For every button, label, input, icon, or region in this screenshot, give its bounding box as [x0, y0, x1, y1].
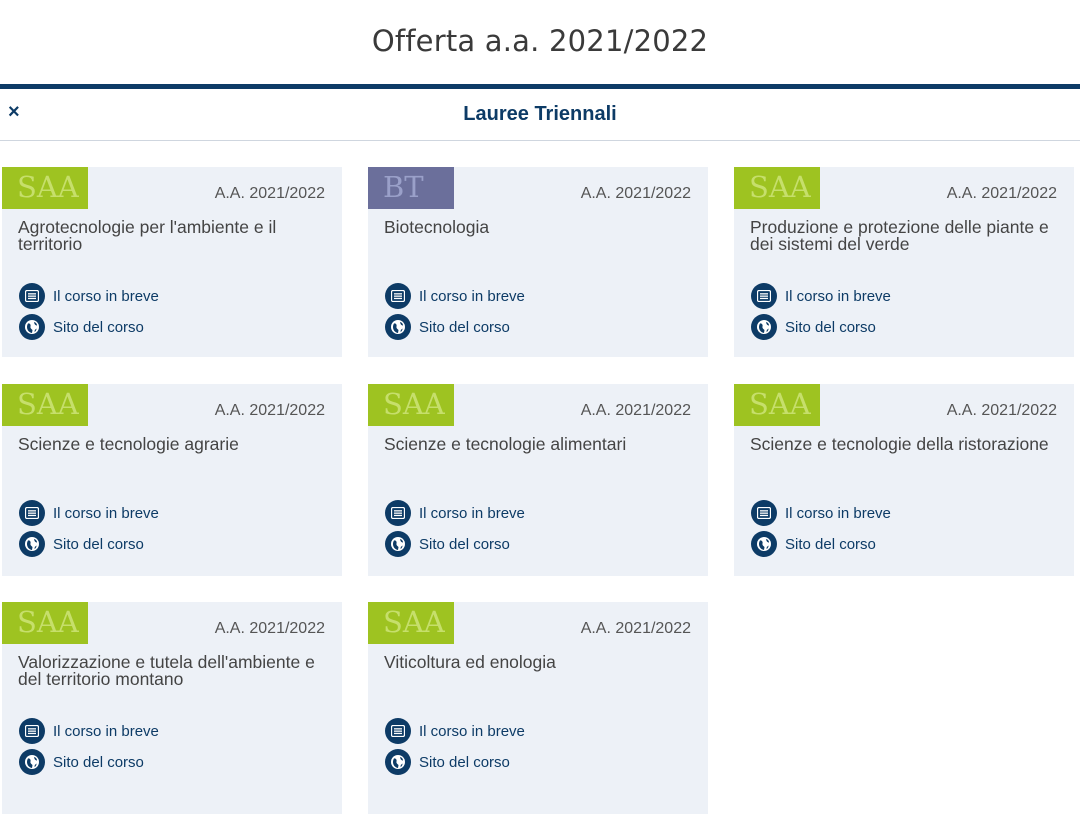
- course-card: SAA A.A. 2021/2022 Scienze e tecnologie ag…: [2, 384, 342, 576]
- department-badge: SAA: [2, 167, 88, 209]
- document-icon: [19, 718, 45, 744]
- course-brief-link[interactable]: Il corso in breve: [751, 500, 891, 526]
- document-icon: [385, 500, 411, 526]
- department-badge: SAA: [2, 384, 88, 426]
- course-site-label: Sito del corso: [53, 753, 144, 771]
- course-name: Scienze e tecnologie alimentari: [384, 434, 627, 454]
- course-brief-label: Il corso in breve: [53, 287, 159, 305]
- course-site-label: Sito del corso: [419, 318, 510, 336]
- department-badge: BT: [368, 167, 454, 209]
- course-name: Valorizzazione e tutela dell'ambiente e …: [18, 652, 315, 689]
- section-title[interactable]: Lauree Triennali: [463, 103, 617, 125]
- header-divider: [0, 84, 1080, 89]
- document-icon: [751, 500, 777, 526]
- course-name: Scienze e tecnologie della ristorazione: [750, 434, 1049, 454]
- academic-year: A.A. 2021/2022: [946, 185, 1057, 202]
- course-site-label: Sito del corso: [785, 318, 876, 336]
- course-brief-label: Il corso in breve: [785, 287, 891, 305]
- course-site-link[interactable]: Sito del corso: [751, 531, 876, 557]
- globe-icon: [385, 314, 411, 340]
- course-brief-label: Il corso in breve: [419, 504, 525, 522]
- section-header: × Lauree Triennali: [0, 89, 1080, 141]
- course-brief-label: Il corso in breve: [53, 722, 159, 740]
- document-icon: [19, 283, 45, 309]
- course-brief-link[interactable]: Il corso in breve: [751, 283, 891, 309]
- course-name: Viticoltura ed enologia: [384, 652, 556, 672]
- document-icon: [385, 718, 411, 744]
- academic-year: A.A. 2021/2022: [214, 185, 325, 202]
- course-brief-label: Il corso in breve: [419, 287, 525, 305]
- course-site-link[interactable]: Sito del corso: [19, 314, 144, 340]
- department-badge: SAA: [368, 384, 454, 426]
- course-site-label: Sito del corso: [53, 535, 144, 553]
- course-brief-label: Il corso in breve: [53, 504, 159, 522]
- course-site-link[interactable]: Sito del corso: [385, 749, 510, 775]
- course-card: SAA A.A. 2021/2022 Viticoltura ed enologia…: [368, 602, 708, 814]
- department-badge: SAA: [734, 167, 820, 209]
- document-icon: [385, 283, 411, 309]
- course-brief-label: Il corso in breve: [785, 504, 891, 522]
- globe-icon: [751, 531, 777, 557]
- course-brief-link[interactable]: Il corso in breve: [385, 718, 525, 744]
- course-site-link[interactable]: Sito del corso: [19, 531, 144, 557]
- course-card: SAA A.A. 2021/2022 Agrotecnologie per l'am…: [2, 167, 342, 357]
- globe-icon: [385, 531, 411, 557]
- academic-year: A.A. 2021/2022: [214, 620, 325, 637]
- globe-icon: [751, 314, 777, 340]
- course-site-label: Sito del corso: [419, 535, 510, 553]
- close-icon[interactable]: ×: [8, 101, 20, 123]
- globe-icon: [385, 749, 411, 775]
- course-site-link[interactable]: Sito del corso: [19, 749, 144, 775]
- academic-year: A.A. 2021/2022: [946, 402, 1057, 419]
- academic-year: A.A. 2021/2022: [580, 185, 691, 202]
- department-badge: SAA: [368, 602, 454, 644]
- academic-year: A.A. 2021/2022: [580, 620, 691, 637]
- course-name: Produzione e protezione delle piante e d…: [750, 217, 1049, 254]
- course-brief-label: Il corso in breve: [419, 722, 525, 740]
- course-card: SAA A.A. 2021/2022 Scienze e tecnologie al…: [368, 384, 708, 576]
- course-brief-link[interactable]: Il corso in breve: [19, 283, 159, 309]
- academic-year: A.A. 2021/2022: [580, 402, 691, 419]
- course-brief-link[interactable]: Il corso in breve: [385, 283, 525, 309]
- course-site-label: Sito del corso: [53, 318, 144, 336]
- course-site-label: Sito del corso: [785, 535, 876, 553]
- globe-icon: [19, 314, 45, 340]
- course-site-link[interactable]: Sito del corso: [385, 314, 510, 340]
- globe-icon: [19, 531, 45, 557]
- course-name: Agrotecnologie per l'ambiente e il terri…: [18, 217, 277, 254]
- course-brief-link[interactable]: Il corso in breve: [385, 500, 525, 526]
- page-title: Offerta a.a. 2021/2022: [371, 24, 709, 58]
- course-card: SAA A.A. 2021/2022 Produzione e protezione…: [734, 167, 1074, 357]
- course-name: Scienze e tecnologie agrarie: [18, 434, 239, 454]
- course-name: Biotecnologia: [384, 217, 490, 237]
- department-badge: SAA: [2, 602, 88, 644]
- academic-year: A.A. 2021/2022: [214, 402, 325, 419]
- department-badge: SAA: [734, 384, 820, 426]
- document-icon: [19, 500, 45, 526]
- course-card: BT A.A. 2021/2022 Biotecnologia Il corso in…: [368, 167, 708, 357]
- course-site-link[interactable]: Sito del corso: [385, 531, 510, 557]
- document-icon: [751, 283, 777, 309]
- course-brief-link[interactable]: Il corso in breve: [19, 500, 159, 526]
- course-card: SAA A.A. 2021/2022 Valorizzazione e tutela…: [2, 602, 342, 814]
- course-brief-link[interactable]: Il corso in breve: [19, 718, 159, 744]
- course-site-link[interactable]: Sito del corso: [751, 314, 876, 340]
- globe-icon: [19, 749, 45, 775]
- course-site-label: Sito del corso: [419, 753, 510, 771]
- course-card: SAA A.A. 2021/2022 Scienze e tecnologie de…: [734, 384, 1074, 576]
